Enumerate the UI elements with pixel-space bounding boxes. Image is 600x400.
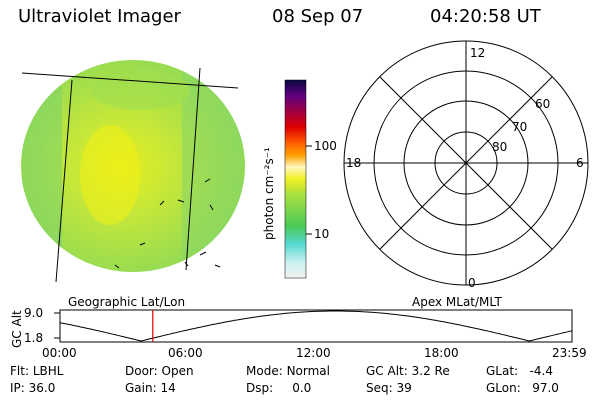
uv-earth-image: [21, 60, 245, 283]
orbit-xtick-2359: 23:59: [552, 346, 587, 360]
orbit-xtick-1800: 18:00: [424, 346, 459, 360]
mlt-18-label: 18: [346, 156, 362, 170]
mlt-12-label: 12: [470, 46, 486, 60]
status-glon: GLon: 97.0: [486, 381, 559, 395]
image-date: 08 Sep 07: [272, 6, 364, 27]
mlt-6-label: 6: [576, 156, 584, 170]
status-mode: Mode: Normal: [246, 364, 330, 378]
status-filter: Flt: LBHL: [10, 364, 64, 378]
orbit-ytick-9: 9.0: [24, 306, 44, 320]
mlat-60-label: 60: [535, 97, 551, 111]
orbit-y-label: GC Alt: [10, 310, 24, 348]
apex-caption: Apex MLat/MLT: [412, 295, 502, 309]
status-door: Door: Open: [125, 364, 194, 378]
status-gc-alt: GC Alt: 3.2 Re: [366, 364, 450, 378]
geo-caption: Geographic Lat/Lon: [68, 295, 186, 309]
status-glat: GLat: -4.4: [486, 364, 553, 378]
imager-title: Ultraviolet Imager: [18, 6, 181, 27]
colorbar-unit: photon cm⁻²s⁻¹: [262, 147, 276, 240]
polar-grid: [343, 40, 589, 286]
status-ip: IP: 36.0: [10, 381, 56, 395]
status-gain: Gain: 14: [125, 381, 176, 395]
orbit-xtick-0000: 00:00: [42, 346, 77, 360]
mlat-70-label: 70: [512, 120, 528, 134]
orbit-plot: [54, 309, 573, 343]
mlt-0-label: 0: [468, 276, 476, 290]
status-seq: Seq: 39: [366, 381, 412, 395]
orbit-xtick-0600: 06:00: [168, 346, 203, 360]
colorbar-tick-100: 100: [314, 139, 337, 153]
mlat-80-label: 80: [492, 140, 508, 154]
orbit-xtick-1200: 12:00: [296, 346, 331, 360]
colorbar: [284, 79, 312, 279]
status-dsp: Dsp: 0.0: [246, 381, 312, 395]
colorbar-tick-10: 10: [314, 227, 330, 241]
image-time: 04:20:58 UT: [430, 6, 541, 27]
orbit-ytick-1.8: 1.8: [24, 331, 44, 345]
